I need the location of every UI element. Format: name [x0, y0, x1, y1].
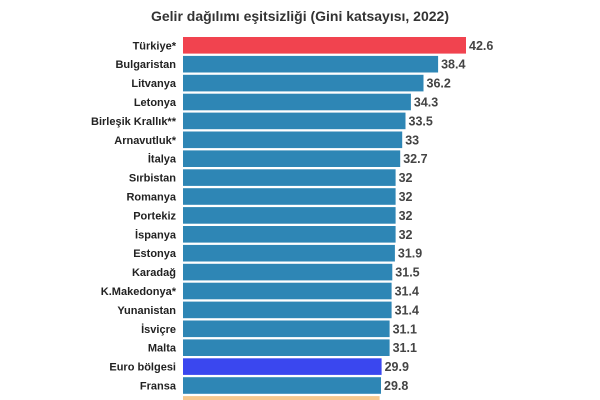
category-label-16: İsviçre [141, 323, 176, 336]
bar-12 [183, 244, 395, 262]
bar-5 [183, 112, 406, 130]
value-label-13: 31.5 [395, 266, 419, 280]
bar-2 [183, 55, 439, 73]
value-label-10: 32 [399, 209, 413, 223]
value-label-20: 29.6 [383, 398, 407, 400]
category-label-2: Bulgaristan [115, 59, 176, 71]
bar-8 [183, 169, 396, 186]
bar-13 [183, 263, 393, 281]
value-label-2: 38.4 [441, 58, 465, 72]
value-label-14: 31.4 [395, 285, 419, 299]
bar-11 [183, 226, 396, 243]
bar-7 [183, 150, 401, 167]
bar-20 [183, 396, 380, 400]
category-label-5: Birleşik Krallık** [91, 116, 177, 128]
category-label-14: K.Makedonya* [101, 286, 177, 298]
bar-6 [183, 131, 403, 149]
category-label-17: Malta [148, 343, 177, 355]
category-label-18: Euro bölgesi [109, 362, 176, 374]
chart-title: Gelir dağılımı eşitsizliği (Gini katsayı… [150, 8, 449, 24]
value-label-18: 29.9 [385, 360, 409, 374]
value-label-4: 34.3 [414, 96, 438, 110]
value-label-8: 32 [399, 171, 413, 185]
value-label-11: 32 [399, 228, 413, 242]
category-label-10: Portekiz [133, 210, 176, 222]
category-label-19: Fransa [140, 381, 177, 393]
value-label-6: 33 [405, 133, 419, 147]
value-label-9: 32 [399, 190, 413, 204]
value-label-5: 33.5 [409, 114, 433, 128]
category-label-7: İtalya [148, 153, 177, 166]
category-label-15: Yunanistan [117, 305, 176, 317]
bar-3 [183, 74, 424, 92]
bar-4 [183, 93, 411, 111]
value-label-17: 31.1 [393, 341, 417, 355]
value-label-1: 42.6 [469, 39, 493, 53]
category-label-12: Estonya [133, 248, 177, 260]
bar-16 [183, 320, 390, 338]
category-label-6: Arnavutluk* [114, 135, 176, 147]
bar-10 [183, 207, 396, 224]
category-label-8: Sırbistan [129, 173, 176, 185]
bar-18 [183, 358, 382, 375]
category-label-3: Litvanya [131, 78, 177, 90]
value-label-7: 32.7 [403, 152, 427, 166]
bar-19 [183, 377, 381, 394]
value-label-3: 36.2 [427, 77, 451, 91]
bar-15 [183, 301, 392, 319]
bar-1 [183, 37, 466, 54]
category-label-13: Karadağ [132, 267, 176, 279]
category-label-9: Romanya [126, 192, 176, 204]
bar-14 [183, 282, 392, 300]
bar-9 [183, 188, 396, 205]
category-label-4: Letonya [134, 97, 177, 109]
value-label-12: 31.9 [398, 247, 422, 261]
value-label-16: 31.1 [393, 322, 417, 336]
bar-17 [183, 339, 390, 356]
category-label-11: İspanya [135, 228, 177, 241]
value-label-19: 29.8 [384, 379, 408, 393]
category-label-1: Türkiye* [133, 40, 177, 52]
value-label-15: 31.4 [395, 303, 419, 317]
